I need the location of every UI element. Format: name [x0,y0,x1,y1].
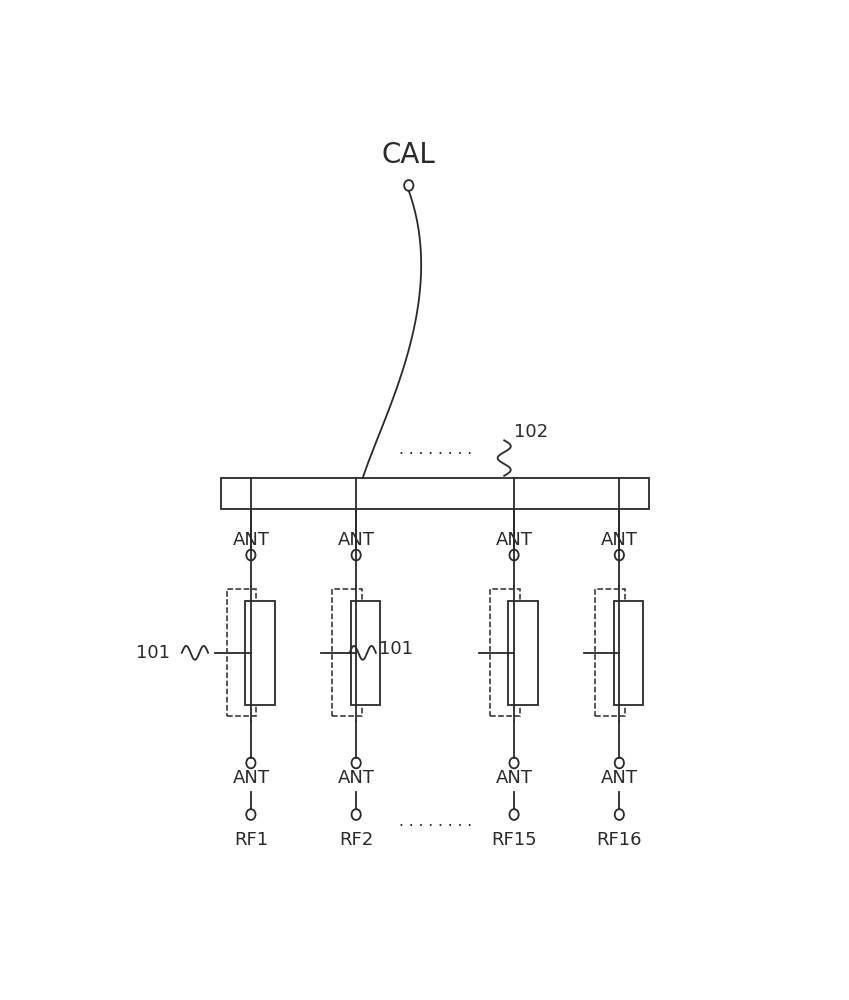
Bar [227,589,256,716]
Text: RF15: RF15 [492,831,537,849]
Text: 102: 102 [514,423,548,441]
Text: ANT: ANT [233,769,269,787]
Bar [222,478,649,509]
Text: RF2: RF2 [339,831,374,849]
Text: RF16: RF16 [597,831,642,849]
Bar [332,589,362,716]
Bar [490,589,520,716]
Text: ANT: ANT [338,769,374,787]
Bar [614,601,644,705]
Bar [509,601,538,705]
Bar [351,601,380,705]
Text: ANT: ANT [496,769,532,787]
Text: ANT: ANT [496,531,532,549]
Text: CAL: CAL [382,141,436,169]
Text: · · · · · · · ·: · · · · · · · · [398,447,472,462]
Text: 101: 101 [136,644,170,662]
Bar [245,601,275,705]
Text: ANT: ANT [601,769,638,787]
Text: ANT: ANT [601,531,638,549]
Text: RF1: RF1 [233,831,268,849]
Bar [595,589,625,716]
Text: ANT: ANT [233,531,269,549]
Text: · · · · · · · ·: · · · · · · · · [398,819,472,834]
Text: ANT: ANT [338,531,374,549]
Text: 101: 101 [380,640,413,658]
